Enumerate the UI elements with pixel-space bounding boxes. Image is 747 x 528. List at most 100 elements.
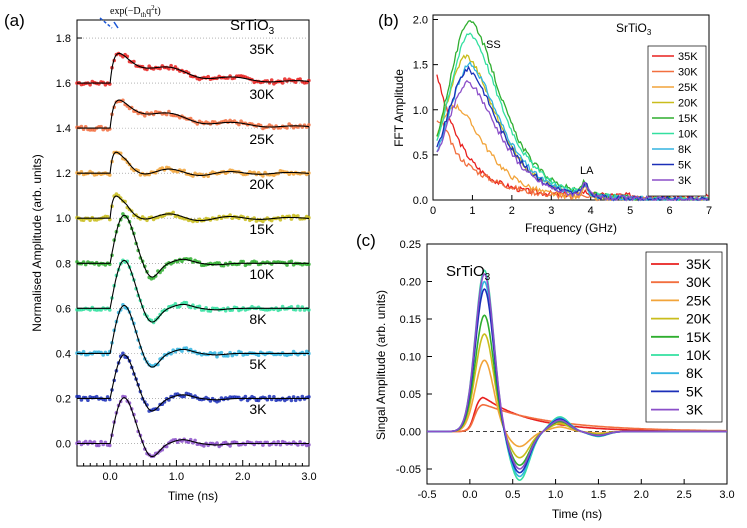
data-point [241,259,245,264]
data-point [219,350,224,355]
data-point [83,439,88,444]
data-point [167,67,171,71]
legend-entry: 5K [678,160,692,172]
y-tick-label: 1.4 [56,123,71,135]
x-tick-label: 0 [430,205,436,217]
data-point [267,394,272,399]
data-point [243,394,248,399]
data-point [280,81,285,85]
fit-line [77,304,309,368]
x-tick-label: 0.5 [505,489,520,501]
legend-entry: 8K [678,144,692,156]
y-tick-label: 1.6 [56,78,71,90]
fit-line [77,397,309,458]
y-tick-label: 0.2 [56,393,71,405]
data-point [105,395,110,399]
data-point [296,443,300,447]
legend-box [647,45,707,197]
y-tick-label: 1.8 [56,33,71,45]
data-point [280,304,285,309]
signal-series-30k [427,403,727,433]
data-point [77,394,81,399]
data-point [289,305,294,309]
data-point [300,394,305,399]
y-tick-label: 0.0 [413,195,428,207]
fit-line [77,151,310,176]
fit-line [77,214,309,278]
legend-entry: 10K [678,129,698,141]
data-point [108,308,112,312]
data-point [307,215,311,220]
legend-entry: 5K [686,383,704,399]
data-point [228,444,232,448]
data-point [182,394,186,399]
data-point [188,305,193,310]
x-tick-label: 6 [667,205,673,217]
panel-b-legend: 35K 30K 25K 20K 15K 10K 8K 5K 3K [647,45,707,197]
data-point [217,261,221,265]
fit-line [77,99,309,129]
x-tick-label: 2 [509,205,515,217]
panel-b-material: SrTiO3 [616,21,652,37]
x-tick-label: 3.0 [301,471,316,483]
x-tick-label: 1 [469,205,475,217]
y-tick-label: 1.5 [413,60,428,72]
data-point [293,398,298,403]
legend-entry: 20K [686,311,712,327]
panel-a-label: (a) [4,11,25,30]
data-point [272,395,276,399]
data-point [88,218,92,222]
data-point [215,441,219,445]
data-point [197,304,202,309]
data-point [296,304,300,309]
data-point [289,217,294,221]
y-tick-label: 0.6 [56,303,71,315]
legend-entry: 30K [686,274,712,290]
panel-c-material: SrTiO3 [446,263,491,283]
data-point [261,174,265,178]
y-tick-label: 0.4 [56,348,71,360]
legend-entry: 35K [678,51,698,63]
panel-c-legend: 35K 30K 25K 20K 15K 10K 8K 5K 3K [645,251,723,423]
legend-entry: 3K [686,402,704,418]
data-point [108,173,112,177]
y-tick-label: 1.0 [413,105,428,117]
x-tick-label: 1.0 [548,489,563,501]
panel-c-label: (c) [356,231,376,250]
panel-b-plot: 0.0 0.5 1.0 1.5 2.0 0 1 2 3 4 5 6 7 [413,14,712,217]
la-label: LA [580,165,594,177]
data-point [298,440,302,444]
temperature-label: 30K [249,86,275,102]
y-tick-label: -0.05 [396,464,421,476]
x-tick-label: 1.0 [169,471,184,483]
data-point [103,398,108,402]
data-point [184,300,189,305]
data-point [293,308,298,312]
y-tick-label: 0.8 [56,258,71,270]
data-point [289,398,294,403]
panel-a-frame [76,19,310,467]
fit-line [77,195,309,222]
data-point [285,126,289,130]
data-point [188,257,193,261]
panel-b-label: (b) [378,11,399,30]
panel-a-plot: 0.0 0.2 0.4 0.6 0.8 1.0 1.2 1.4 1.6 1.8 0.0 1.0 2.0 3… [56,19,317,483]
data-point [298,77,302,81]
data-point [164,112,169,117]
data-point [223,309,228,313]
data-point [285,263,289,267]
x-tick-label: 4 [588,205,594,217]
legend-entry: 10K [686,347,712,363]
data-point [105,214,110,219]
data-point [296,214,300,218]
x-tick-label: -0.5 [418,489,437,501]
data-point [118,196,123,200]
data-point [289,259,294,264]
y-tick-label: 1.0 [56,213,71,225]
panel-a-xlabel: Time (ns) [168,489,218,503]
annotation-arrow-right [113,21,119,29]
data-point [108,443,112,448]
ss-label: SS [486,39,501,51]
data-point [88,83,92,87]
data-point [86,398,90,403]
